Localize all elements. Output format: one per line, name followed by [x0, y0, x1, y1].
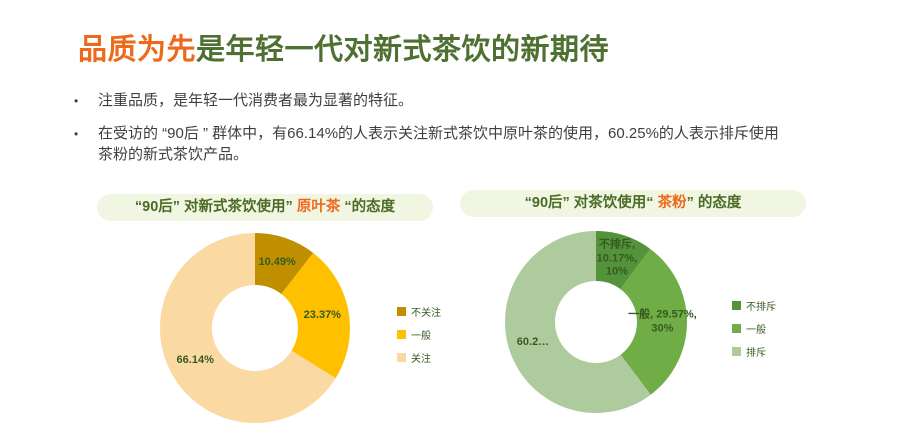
page-title-rest: 是年轻一代对新式茶饮的新期待 [196, 34, 610, 66]
legend-swatch-icon [397, 307, 406, 316]
donut-chart-tea-powder: “90后” 对茶饮使用“ 茶粉” 的态度 不排斥, 10.17%, 10% 一般,… [460, 190, 855, 440]
legend-swatch-icon [397, 330, 406, 339]
donut-slice-关注 [160, 233, 336, 423]
donut-svg [160, 233, 351, 423]
donut-slice-不关注 [255, 233, 314, 295]
bullet-text: 在受访的 “90后 ” 群体中，有66.14%的人表示关注新式茶饮中原叶茶的使用… [98, 125, 779, 163]
donut-chart-raw-leaf-tea: “90后” 对新式茶饮使用” 原叶茶 “的态度 10.49% 23.37% 66.1… [97, 194, 447, 440]
legend-label: 不关注 [411, 308, 441, 319]
chart-title-prefix: “90后” 对新式茶饮使用” [134, 199, 293, 215]
chart-title-suffix: “的态度 [344, 199, 396, 215]
chart-legend: 不排斥 一般 排斥 [732, 298, 776, 367]
slice-label-一般: 23.37% [303, 309, 341, 322]
chart-title-prefix: “90后” 对茶饮使用“ [524, 195, 654, 211]
donut-slice-排斥 [505, 231, 651, 413]
donut-svg [505, 231, 688, 413]
bullet-item: • 注重品质，是年轻一代消费者最为显著的特征。 [74, 90, 784, 112]
slice-label-关注: 66.14% [176, 354, 214, 367]
chart-title-highlight: 茶粉 [653, 195, 687, 211]
legend-swatch-icon [732, 347, 741, 356]
legend-label: 一般 [746, 325, 766, 336]
chart-legend: 不关注 一般 关注 [397, 304, 441, 373]
bullet-marker-icon: • [74, 127, 79, 141]
donut-plot-area: 10.49% 23.37% 66.14% [97, 194, 447, 440]
slice-label-排斥: 60.2… [516, 336, 550, 349]
legend-item-不排斥: 不排斥 [732, 298, 776, 313]
bullet-marker-icon: • [74, 94, 79, 108]
donut-slice-不排斥 [596, 231, 651, 290]
legend-swatch-icon [397, 353, 406, 362]
chart-title-pill: “90后” 对新式茶饮使用” 原叶茶 “的态度 [97, 194, 433, 221]
slice-label-不排斥: 不排斥, 10.17%, 10% [596, 238, 638, 278]
legend-label: 不排斥 [746, 302, 776, 313]
legend-item-一般: 一般 [732, 321, 776, 336]
legend-item-不关注: 不关注 [397, 304, 441, 319]
bullet-list: • 注重品质，是年轻一代消费者最为显著的特征。 • 在受访的 “90后 ” 群体… [74, 90, 784, 176]
slice-label-不关注: 10.49% [258, 256, 296, 269]
legend-label: 一般 [411, 331, 431, 342]
chart-title-pill: “90后” 对茶饮使用“ 茶粉” 的态度 [460, 190, 806, 217]
legend-label: 关注 [411, 354, 431, 365]
chart-title-suffix: ” 的态度 [686, 195, 742, 211]
bullet-text: 注重品质，是年轻一代消费者最为显著的特征。 [98, 92, 414, 109]
legend-label: 排斥 [746, 348, 766, 359]
page-title-highlight: 品质为先 [78, 34, 197, 66]
legend-item-排斥: 排斥 [732, 344, 776, 359]
bullet-item: • 在受访的 “90后 ” 群体中，有66.14%的人表示关注新式茶饮中原叶茶的… [74, 123, 784, 165]
slice-label-一般: 一般, 29.57%, 30% [628, 308, 697, 334]
page-title: 品质为先是年轻一代对新式茶饮的新期待 [78, 26, 609, 68]
legend-swatch-icon [732, 301, 741, 310]
legend-item-关注: 关注 [397, 350, 441, 365]
donut-slice-一般 [620, 248, 688, 395]
legend-swatch-icon [732, 324, 741, 333]
legend-item-一般: 一般 [397, 327, 441, 342]
donut-plot-area: 不排斥, 10.17%, 10% 一般, 29.57%, 30% 60.2… [460, 190, 855, 440]
chart-title-highlight: 原叶茶 [292, 199, 345, 215]
donut-slice-一般 [281, 252, 351, 379]
